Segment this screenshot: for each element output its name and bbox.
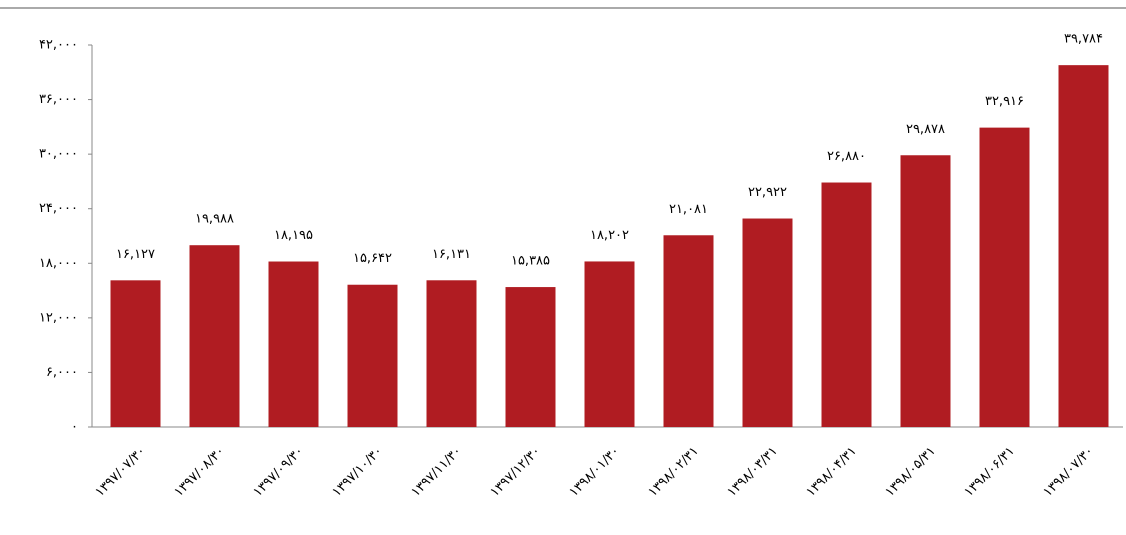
x-tick-label: ۱۳۹۷/۱۲/۳۰ xyxy=(487,444,543,500)
y-tick-label: ۴۲,۰۰۰ xyxy=(39,38,78,53)
bar xyxy=(821,182,872,427)
bar xyxy=(110,280,161,427)
x-tick-label: ۱۳۹۸/۰۳/۳۱ xyxy=(724,444,780,500)
y-tick-label: ۲۴,۰۰۰ xyxy=(39,201,78,216)
bar xyxy=(584,261,635,427)
value-label: ۳۹,۷۸۴ xyxy=(1064,32,1103,47)
x-tick-label: ۱۳۹۷/۰۹/۳۰ xyxy=(250,444,306,500)
bar xyxy=(505,287,556,427)
value-label: ۲۱,۰۸۱ xyxy=(669,202,708,217)
x-tick-label: ۱۳۹۸/۰۴/۳۱ xyxy=(803,444,859,500)
x-tick-label: ۱۳۹۷/۱۱/۳۰ xyxy=(408,444,464,500)
x-tick-label: ۱۳۹۷/۰۷/۳۰ xyxy=(92,444,148,500)
bar xyxy=(268,261,319,427)
x-tick-label: ۱۳۹۸/۰۲/۳۱ xyxy=(645,444,701,500)
value-label: ۱۵,۳۸۵ xyxy=(511,254,550,269)
value-label: ۱۹,۹۸۸ xyxy=(195,212,234,227)
y-tick-label: ۱۸,۰۰۰ xyxy=(39,256,78,271)
bar xyxy=(663,235,714,427)
bar xyxy=(742,218,793,427)
value-label: ۱۶,۱۲۷ xyxy=(116,247,155,262)
x-tick-label: ۱۳۹۷/۰۸/۳۰ xyxy=(171,444,227,500)
value-label: ۱۸,۱۹۵ xyxy=(274,228,313,243)
x-tick-label: ۱۳۹۷/۱۰/۳۰ xyxy=(329,444,385,500)
bar xyxy=(1058,65,1109,428)
bar xyxy=(979,127,1030,427)
bar xyxy=(347,284,398,427)
bar xyxy=(900,155,951,427)
value-label: ۱۵,۶۴۲ xyxy=(353,251,392,266)
y-tick-label: ۳۶,۰۰۰ xyxy=(39,92,78,107)
y-tick-label: ۰ xyxy=(71,420,78,435)
value-label: ۲۹,۸۷۸ xyxy=(906,122,945,137)
x-tick-label: ۱۳۹۸/۰۶/۳۱ xyxy=(961,444,1017,500)
value-label: ۲۶,۸۸۰ xyxy=(827,149,866,164)
x-tick-label: ۱۳۹۸/۰۵/۳۱ xyxy=(882,444,938,500)
y-tick-label: ۱۲,۰۰۰ xyxy=(39,310,78,325)
value-label: ۱۶,۱۳۱ xyxy=(432,247,471,262)
y-tick-label: ۶,۰۰۰ xyxy=(46,365,78,380)
x-tick-label: ۱۳۹۸/۰۷/۳۰ xyxy=(1040,444,1096,500)
bar xyxy=(189,245,240,427)
x-tick-label: ۱۳۹۸/۰۱/۳۰ xyxy=(566,444,622,500)
value-label: ۲۲,۹۲۲ xyxy=(748,185,787,200)
y-tick-label: ۳۰,۰۰۰ xyxy=(39,147,78,162)
value-label: ۳۲,۹۱۶ xyxy=(985,94,1024,109)
bar xyxy=(426,280,477,427)
value-label: ۱۸,۲۰۲ xyxy=(590,228,629,243)
